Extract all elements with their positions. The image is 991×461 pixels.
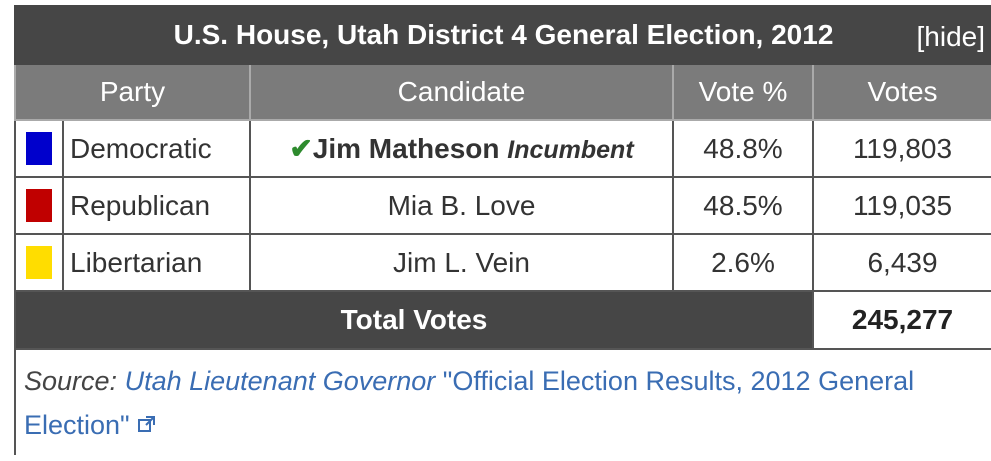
title-row: U.S. House, Utah District 4 General Elec…: [13, 5, 991, 65]
party-swatch: [26, 246, 52, 279]
column-header: Vote %: [672, 63, 814, 121]
party-swatch: [26, 132, 52, 165]
source-link[interactable]: Utah Lieutenant Governor: [124, 365, 436, 396]
row: Democratic ✔Jim Matheson Incumbent 48.8%…: [14, 119, 991, 178]
candidate-cell: ✔Jim Matheson Incumbent: [249, 119, 674, 178]
party-swatch: [26, 189, 52, 222]
vote-pct: 48.8%: [672, 119, 814, 178]
candidate: Jim Matheson: [312, 133, 500, 164]
votes: 119,035: [811, 176, 991, 235]
row: Republican Mia B. Love 48.5% 119,035: [14, 176, 991, 235]
external-link-icon: [138, 415, 156, 432]
row: Libertarian Jim L. Vein 2.6% 6,439: [14, 233, 991, 292]
swatch-cell: [14, 119, 64, 178]
header-row: Party Candidate Vote % Votes: [14, 63, 991, 121]
election-table: U.S. House, Utah District 4 General Elec…: [13, 5, 991, 455]
source-row: Source: Utah Lieutenant Governor "Offici…: [13, 349, 991, 455]
source-prefix: Source:: [24, 365, 118, 396]
total-label: Total Votes: [14, 290, 814, 350]
vote-pct: 48.5%: [672, 176, 814, 235]
party: Republican: [62, 176, 251, 235]
votes: 119,803: [811, 119, 991, 178]
source-cell: Source: Utah Lieutenant Governor "Offici…: [13, 349, 991, 455]
party: Democratic: [62, 119, 251, 178]
total-row: Total Votes 245,277: [14, 290, 991, 350]
column-header: Votes: [811, 63, 991, 121]
title-cell: U.S. House, Utah District 4 General Elec…: [13, 5, 991, 65]
source-title[interactable]: "Official Election Results, 2012 General…: [24, 365, 915, 440]
column-header: Candidate: [249, 63, 674, 121]
votes: 6,439: [811, 233, 991, 292]
hide-toggle[interactable]: [hide]: [916, 21, 986, 52]
candidate: Mia B. Love: [249, 176, 674, 235]
column-header: Party: [14, 63, 251, 121]
total-votes: 245,277: [811, 290, 991, 350]
swatch-cell: [14, 233, 64, 292]
table-title: U.S. House, Utah District 4 General Elec…: [173, 19, 834, 50]
vote-pct: 2.6%: [672, 233, 814, 292]
candidate: Jim L. Vein: [249, 233, 674, 292]
incumbent-note: Incumbent: [507, 136, 634, 164]
winner-check: ✔: [289, 133, 313, 164]
swatch-cell: [14, 176, 64, 235]
party: Libertarian: [62, 233, 251, 292]
